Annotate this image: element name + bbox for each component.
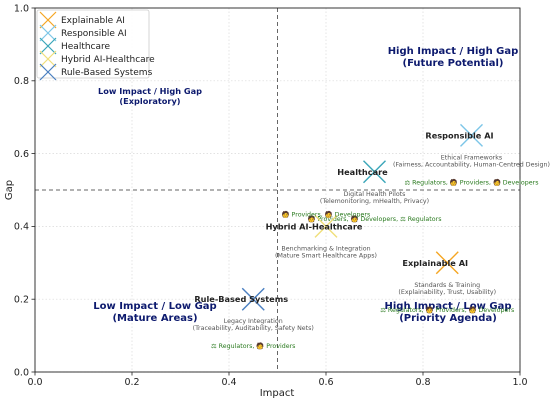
data-point-hybrid-ai-healthcare: Hybrid AI-Healthcare Benchmarking & Integ… [266,210,377,259]
y-tick-label: 1.0 [14,3,29,14]
quadrant-sublabel: (Future Potential) [403,58,504,69]
quadrant-sublabel: (Priority Agenda) [399,313,497,324]
y-tick-label: 0.0 [14,367,29,378]
legend-label: Responsible AI [61,29,127,39]
data-point-healthcare: Healthcare Digital Health Pilots(Telemoni… [308,160,442,223]
legend-entry: Hybrid AI-Healthcare [39,50,155,68]
legend-label: Healthcare [61,42,111,52]
x-tick-label: 0.2 [124,377,139,388]
x-marker-stroke [435,251,459,275]
point-label: Explainable AI [402,258,468,268]
legend-box [36,9,150,79]
x-marker-stroke [460,123,483,147]
quadrant-label: High Impact / High Gap [388,46,519,57]
x-marker-stroke [363,160,386,184]
point-description: Digital Health Pilots [344,191,406,198]
plot-frame [34,7,521,373]
axes: 0.0 0.2 0.4 0.6 0.8 1.0 0.0 0.2 0.4 0.6 0.8 1.0 [14,3,528,388]
point-stakeholders: 🧑 Providers, 🧑 Developers [282,210,371,218]
legend-label: Hybrid AI-Healthcare [61,55,155,65]
y-tick-label: 0.6 [14,149,29,160]
point-detail: (Traceability, Auditability, Safety Nets… [193,325,314,332]
legend-entry: Explainable AI [39,11,125,29]
data-point-explainable-ai: Explainable AI Standards & Training(Expla… [380,251,514,314]
point-detail: (Telemonitoring, mHealth, Privacy) [320,198,429,205]
y-tick-label: 0.2 [14,295,29,306]
legend-entry: Rule-Based Systems [39,63,153,81]
point-description: Standards & Training [414,282,480,289]
point-label: Responsible AI [425,130,493,140]
point-stakeholders: ⚖ Regulators, 🧑 Providers [211,342,295,350]
point-stakeholders: ⚖ Regulators, 🧑 Providers, 🧑 Developers [380,306,514,314]
quadrant-sublabel: (Exploratory) [119,96,180,106]
x-marker-stroke [39,63,57,81]
data-point-rule-based-systems: Rule-Based Systems Legacy Integration(Tra… [193,287,314,350]
point-detail: (Mature Smart Healthcare Apps) [275,252,377,259]
y-axis-label: Gap [4,180,15,200]
data-points: Explainable AI Standards & Training(Expla… [193,123,550,350]
point-detail: (Explainability, Trust, Usability) [398,289,496,296]
quadrant-label: Low Impact / High Gap [98,86,202,96]
legend: Explainable AI Responsible AI Healthcare Hy… [36,9,155,81]
quadrant-labels: High Impact / High Gap(Future Potential)… [93,46,518,324]
point-label: Healthcare [337,167,388,177]
y-tick-label: 0.4 [14,222,29,233]
point-stakeholders: ⚖ Regulators, 🧑 Providers, 🧑 Developers [405,178,539,186]
legend-entry: Responsible AI [39,24,127,42]
point-detail: (Fairness, Accountability, Human-Centred… [393,161,550,168]
x-tick-label: 0.4 [221,377,236,388]
point-label: Rule-Based Systems [194,294,288,304]
x-marker-stroke [39,50,57,68]
x-tick-label: 1.0 [512,377,527,388]
point-description: Benchmarking & Integration [281,245,370,252]
x-marker-stroke [241,287,265,311]
point-label: Hybrid AI-Healthcare [266,221,363,231]
legend-label: Rule-Based Systems [61,68,153,78]
x-tick-label: 0.6 [318,377,333,388]
y-tick-label: 0.8 [14,76,29,87]
x-marker-stroke [314,214,338,238]
quadrant-label: Low Impact / Low Gap [93,301,216,312]
point-description: Legacy Integration [224,318,283,325]
point-stakeholders: 🧑 Providers, 🧑 Developers, ⚖ Regulators [308,215,442,223]
x-marker-stroke [39,11,57,29]
x-axis-label: Impact [260,388,295,399]
x-tick-label: 0.0 [27,377,42,388]
legend-label: Explainable AI [61,16,125,26]
x-marker-stroke [39,24,57,42]
quadrant-label: High Impact / Low Gap [384,301,511,312]
point-description: Ethical Frameworks [441,154,502,161]
legend-entry: Healthcare [39,37,111,55]
threshold-lines [35,8,520,372]
data-point-responsible-ai: Responsible AI Ethical Frameworks(Fairnes… [393,123,550,186]
x-tick-label: 0.8 [415,377,430,388]
x-marker-stroke [39,37,57,55]
quadrant-sublabel: (Mature Areas) [112,313,197,324]
